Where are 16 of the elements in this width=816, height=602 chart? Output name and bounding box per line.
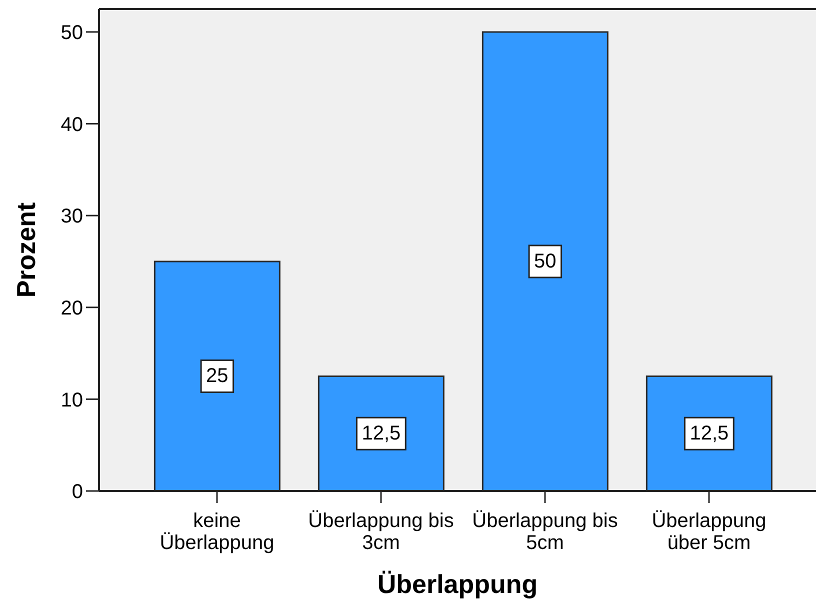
x-tick-label: Überlappung über 5cm: [652, 510, 766, 554]
y-tick-label: 0: [72, 481, 83, 504]
x-tick-label: Überlappung bis 5cm: [472, 510, 618, 554]
y-tick-label: 40: [60, 114, 83, 136]
y-tick-label: 10: [60, 389, 83, 412]
data-label: 12,5: [362, 422, 401, 445]
y-axis-title: Prozent: [11, 202, 41, 298]
y-tick-label: 30: [60, 206, 83, 228]
data-label: 12,5: [690, 422, 729, 445]
data-label: 25: [206, 365, 228, 388]
y-tick-label: 50: [60, 22, 83, 44]
x-tick-label: Überlappung bis 3cm: [308, 510, 454, 554]
x-tick-label: keine Überlappung: [160, 510, 274, 554]
y-tick-label: 20: [60, 297, 83, 320]
data-label: 50: [534, 250, 556, 272]
x-axis-title: Überlappung: [377, 569, 538, 599]
